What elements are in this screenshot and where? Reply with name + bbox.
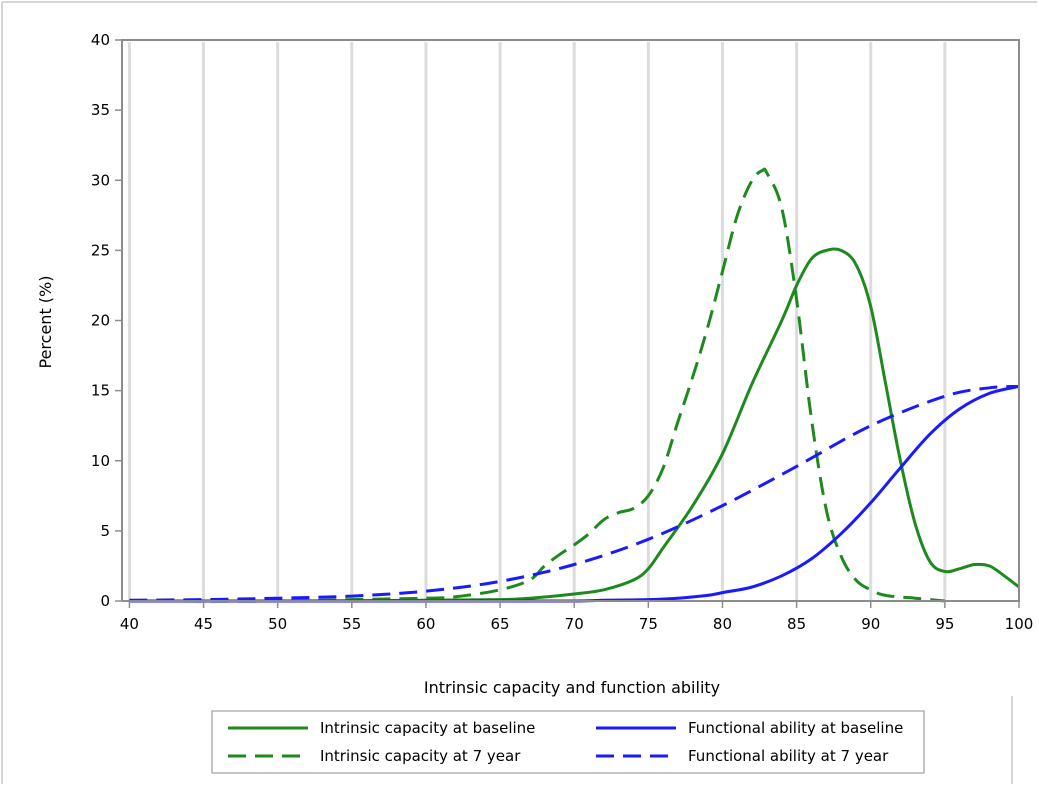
x-tick-label: 50 [268, 615, 287, 633]
y-tick-label: 30 [91, 171, 110, 189]
vertical-gridlines [127, 42, 947, 600]
series-line-intrinsic-capacity-at-baseline [129, 247, 1020, 603]
x-tick-label: 60 [416, 615, 435, 633]
x-tick-label: 40 [120, 615, 139, 633]
y-tick-label: 5 [100, 522, 110, 540]
x-tick-label: 85 [787, 615, 806, 633]
legend-label-intrinsic-capacity-at-7-year: Intrinsic capacity at 7 year [320, 747, 521, 765]
x-axis-ticks: 40 45 50 55 60 65 70 75 80 85 90 95 100 [120, 601, 1033, 633]
legend: Intrinsic capacity at baseline Intrinsic … [211, 710, 925, 774]
legend-label-functional-ability-at-baseline: Functional ability at baseline [688, 719, 903, 737]
x-tick-label: 95 [935, 615, 954, 633]
x-tick-label: 65 [491, 615, 510, 633]
y-axis-label: Percent (%) [36, 276, 55, 369]
x-tick-label: 45 [194, 615, 213, 633]
plot-border [121, 39, 1020, 602]
y-tick-label: 0 [100, 592, 110, 610]
y-tick-label: 10 [91, 452, 110, 470]
y-tick-label: 15 [91, 382, 110, 400]
y-tick-label: 40 [91, 31, 110, 49]
y-tick-label: 35 [91, 101, 110, 119]
axes [121, 39, 1020, 602]
x-tick-label: 55 [342, 615, 361, 633]
y-axis-ticks: 0 5 10 15 20 25 30 35 40 [91, 31, 122, 610]
legend-label-functional-ability-at-7-year: Functional ability at 7 year [688, 747, 889, 765]
series-line-intrinsic-capacity-at-7-year [129, 167, 946, 603]
y-tick-label: 20 [91, 312, 110, 330]
y-tick-label: 25 [91, 241, 110, 259]
x-tick-label: 90 [861, 615, 880, 633]
legend-label-intrinsic-capacity-at-baseline: Intrinsic capacity at baseline [320, 719, 535, 737]
x-tick-label: 80 [713, 615, 732, 633]
x-tick-label: 70 [565, 615, 584, 633]
x-axis-label: Intrinsic capacity and function ability [424, 678, 720, 697]
x-tick-label: 75 [639, 615, 658, 633]
x-tick-label: 100 [1005, 615, 1034, 633]
legend-box [211, 710, 925, 774]
series-line-functional-ability-at-7-year [129, 384, 1020, 602]
